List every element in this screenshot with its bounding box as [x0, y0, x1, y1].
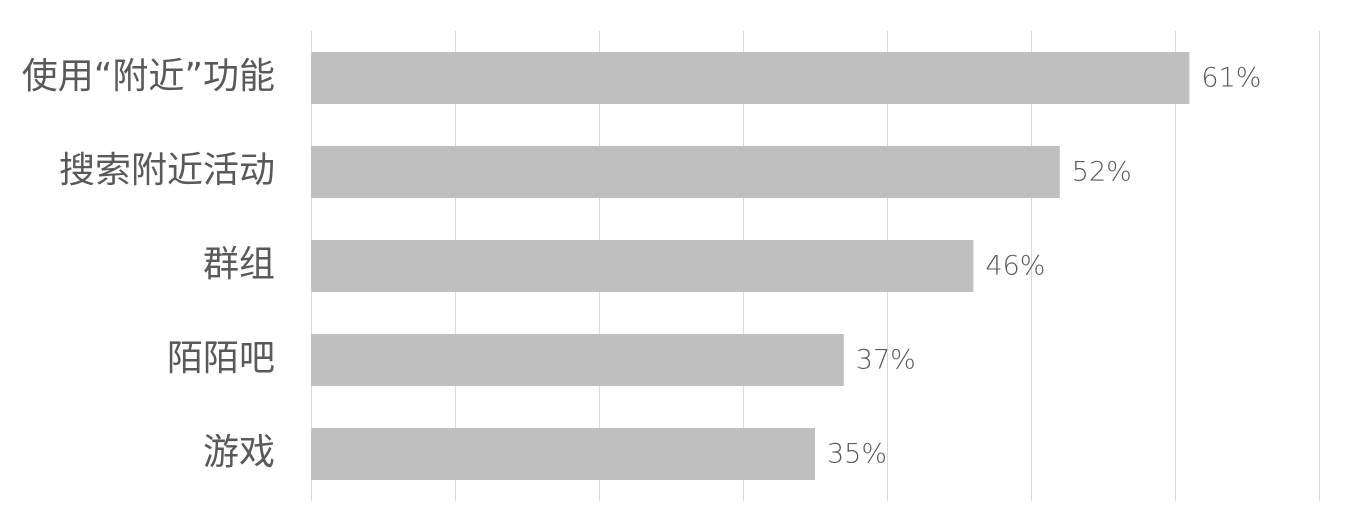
- bar: [311, 146, 1060, 198]
- y-tick-label: 搜索附近活动: [59, 150, 275, 191]
- y-tick-label: 游戏: [203, 432, 275, 473]
- value-label: 46%: [985, 251, 1045, 282]
- value-label: 61%: [1201, 63, 1261, 94]
- y-tick-label: 陌陌吧: [167, 338, 275, 379]
- bar: [311, 334, 844, 386]
- y-tick-label: 使用“附近”功能: [22, 56, 275, 97]
- bar: [311, 52, 1190, 104]
- bar: [311, 428, 815, 480]
- y-tick-label: 群组: [203, 244, 275, 285]
- value-label: 35%: [827, 439, 887, 470]
- value-label: 37%: [856, 345, 916, 376]
- value-label: 52%: [1072, 157, 1132, 188]
- bar: [311, 240, 974, 292]
